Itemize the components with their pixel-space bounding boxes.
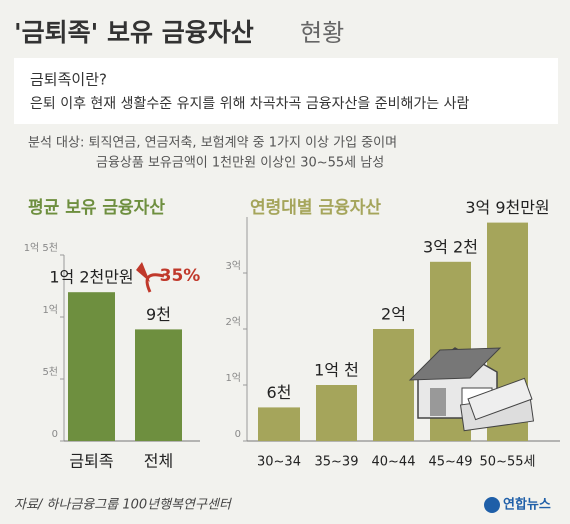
source: 자료/ 하나금융그룹 100년행복연구센터	[14, 498, 233, 513]
x-tick-label: 40~44	[372, 455, 416, 470]
value-label: 2억	[381, 305, 406, 324]
value-label: 3억 2천	[423, 237, 478, 256]
definition-heading: 금퇴족이란?	[30, 71, 107, 89]
chart-title: 평균 보유 금융자산	[28, 198, 165, 218]
annotation: 35%	[160, 266, 201, 286]
note-line: 금융상품 보유금액이 1천만원 이상인 30~55세 남성	[96, 156, 384, 171]
y-tick-label: 0	[235, 429, 241, 440]
x-tick-label: 전체	[144, 452, 173, 471]
y-tick-label: 5천	[42, 366, 58, 378]
y-tick-label: 2억	[225, 316, 241, 328]
definition-text: 은퇴 이후 현재 생활수준 유지를 위해 차곡차곡 금융자산을 준비해가는 사람	[30, 96, 469, 112]
x-tick-label: 금퇴족	[69, 452, 113, 471]
x-tick-label: 45~49	[429, 455, 473, 470]
title: '금퇴족' 보유 금융자산	[14, 18, 254, 47]
value-label: 1억 천	[314, 361, 359, 380]
bar	[68, 292, 115, 441]
bar	[258, 407, 300, 441]
bar	[373, 329, 414, 441]
y-tick-label: 1억	[225, 372, 241, 384]
logo-mark	[484, 497, 500, 513]
value-label: 1억 2천만원	[49, 268, 133, 287]
chart-title: 연령대별 금융자산	[250, 197, 381, 218]
y-tick-label: 3억	[225, 260, 241, 272]
arrowhead	[136, 262, 150, 282]
x-tick-label: 35~39	[315, 455, 359, 470]
title-suffix: 현황	[300, 19, 344, 47]
definition-box	[14, 58, 558, 124]
value-label: 3억 9천만원	[465, 198, 549, 217]
value-label: 6천	[267, 383, 292, 402]
house-icon	[408, 347, 535, 432]
logo: 연합뉴스	[503, 497, 551, 513]
x-tick-label: 30~34	[257, 455, 301, 470]
arrow	[145, 273, 165, 293]
x-tick-label: 50~55세	[480, 455, 536, 470]
note-line: 분석 대상: 퇴직연금, 연금저축, 보험계약 중 1가지 이상 가입 중이며	[28, 136, 397, 151]
value-label: 9천	[146, 305, 171, 324]
bar	[135, 329, 182, 441]
y-tick-label: 0	[52, 429, 58, 440]
y-tick-label: 1억 5천	[24, 242, 58, 254]
y-tick-label: 1억	[42, 304, 58, 316]
bar	[316, 385, 357, 441]
